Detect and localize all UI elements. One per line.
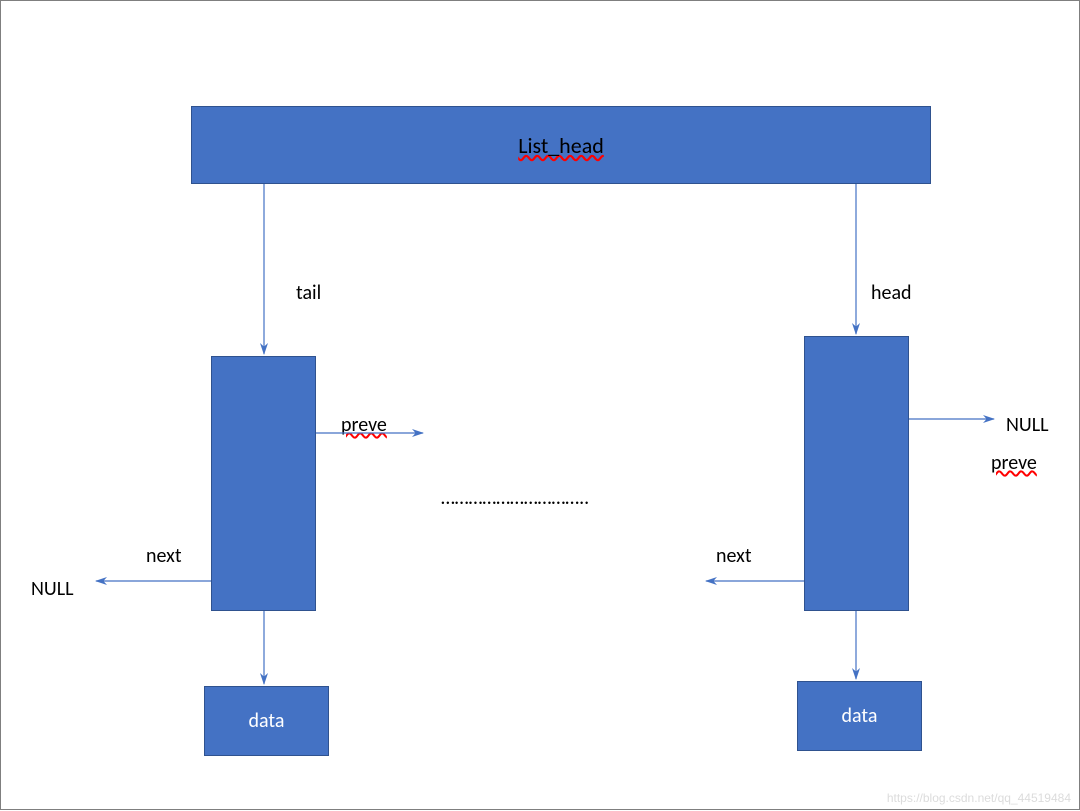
label-next-right: next	[716, 544, 752, 568]
label-next-left: next	[146, 544, 182, 568]
label-head: head	[871, 281, 912, 305]
label-null-right: NULL	[1006, 413, 1049, 437]
diagram-canvas: List_head data data tail head preve prev…	[0, 0, 1080, 810]
label-preve-left: preve	[341, 413, 387, 437]
node-tail-data: data	[204, 686, 329, 756]
node-list-head-label: List_head	[518, 132, 604, 159]
node-tail-data-label: data	[249, 709, 285, 733]
label-preve-right: preve	[991, 451, 1037, 475]
label-null-left: NULL	[31, 577, 74, 601]
watermark: https://blog.csdn.net/qq_44519484	[887, 791, 1071, 805]
label-tail: tail	[296, 281, 321, 305]
node-head-data-label: data	[842, 704, 878, 728]
node-head-data: data	[797, 681, 922, 751]
node-list-head: List_head	[191, 106, 931, 184]
node-tail	[211, 356, 316, 611]
label-ellipsis: …………………………..	[441, 486, 589, 510]
node-head	[804, 336, 909, 611]
